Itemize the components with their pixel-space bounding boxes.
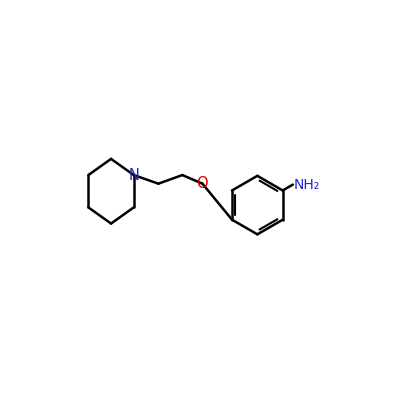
Text: O: O	[197, 176, 208, 191]
Text: N: N	[128, 168, 139, 182]
Text: NH₂: NH₂	[294, 178, 320, 192]
